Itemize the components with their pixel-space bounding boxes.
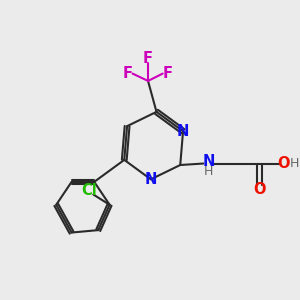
Text: F: F (123, 66, 133, 81)
Text: H: H (290, 157, 299, 170)
Text: H: H (204, 165, 213, 178)
Text: N: N (145, 172, 157, 187)
Text: F: F (163, 66, 172, 81)
Text: O: O (278, 156, 290, 171)
Text: F: F (143, 51, 153, 66)
Text: N: N (202, 154, 214, 169)
Text: O: O (253, 182, 266, 196)
Text: Cl: Cl (81, 183, 97, 198)
Text: N: N (177, 124, 189, 139)
